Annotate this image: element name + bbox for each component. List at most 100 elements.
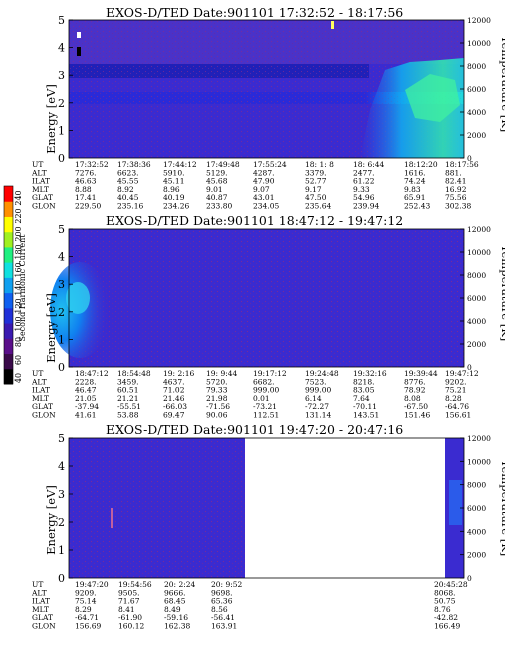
colorbar-tick-label: 80 <box>14 337 23 347</box>
panel-2-cell: 78.92 <box>404 386 426 395</box>
panel-1-cell: 6623. <box>117 168 138 177</box>
panel-1-cell: 9.33 <box>353 185 370 194</box>
panel-3-y2tick-label: 2000 <box>467 551 486 560</box>
panel-1-row-label: UT <box>32 160 43 169</box>
panel-1-cell: 82.41 <box>445 177 466 186</box>
panel-2-cell: 0.01 <box>253 394 270 403</box>
panel-1-cell: 9.01 <box>206 185 223 194</box>
panel-2-cell: 4637. <box>163 377 184 386</box>
panel-2-y2label: Temperature [K] <box>499 245 505 342</box>
panel-2-ytick-label: 3 <box>58 278 65 291</box>
panel-2-cell: 21.98 <box>206 394 228 403</box>
panel-2-cell: 999.00 <box>253 386 279 395</box>
panel-3-cell: 160.12 <box>118 622 144 631</box>
panel-1-cell: 45.68 <box>206 177 228 186</box>
panel-1-cell: 881. <box>445 168 462 177</box>
panel-2-ytick-label: 4 <box>58 251 65 264</box>
panel-3-row-label: ILAT <box>32 597 50 606</box>
panel-1-cell: 40.19 <box>163 193 185 202</box>
panel-3-y2tick-label: 0 <box>467 574 472 583</box>
panel-2-cell: 19:39:44 <box>404 369 438 378</box>
panel-3-cell: 8068. <box>434 588 455 597</box>
panel-3-row-label: GLAT <box>32 613 53 622</box>
panel-3-data-gap <box>245 438 445 578</box>
colorbar-tick-label: 60 <box>14 355 23 365</box>
panel-3-cell: 68.45 <box>164 597 186 606</box>
panel-2-cell: -66.03 <box>163 402 187 411</box>
panel-2-cell: -71.56 <box>206 402 230 411</box>
panel-1-ytick-label: 1 <box>58 124 65 137</box>
panel-1-cell: 18: 6:44 <box>353 160 385 169</box>
panel-2-cell: 3459. <box>117 377 138 386</box>
colorbar-label: Second Harmonic Current <box>18 234 27 342</box>
panel-1-cell: 5910. <box>163 168 184 177</box>
panel-1-cell: 1616. <box>404 168 425 177</box>
panel-2-ytick-label: 5 <box>58 223 65 236</box>
colorbar-frame <box>3 185 14 385</box>
colorbar-tick-label: 240 <box>14 190 23 205</box>
panel-3-cell: 8.49 <box>164 605 181 614</box>
panel-3-y2label: Temperature [K] <box>499 460 505 557</box>
panel-1-cell: 252.43 <box>404 202 430 211</box>
panel-2-cell: 21.05 <box>75 394 97 403</box>
panel-2-cell: 6682. <box>253 377 274 386</box>
panel-1-flag-white <box>77 32 81 38</box>
panel-1-cell: 61.22 <box>353 177 375 186</box>
panel-3-ytick-label: 0 <box>58 572 65 585</box>
panel-2-cell: 19: 9:44 <box>206 369 238 378</box>
panel-1-y2tick-label: 4000 <box>467 108 486 117</box>
panel-2-ytick-label: 1 <box>58 333 65 346</box>
panel-1-cell: 43.01 <box>253 193 274 202</box>
panel-2-row-label: GLON <box>32 411 56 420</box>
panel-2-ytick-label: 2 <box>58 306 65 319</box>
panel-2-cell: -64.76 <box>445 402 469 411</box>
panel-1-cell: 18:17:56 <box>445 160 479 169</box>
panel-2: EXOS-D/TED Date:901101 18:47:12 - 19:47:… <box>31 213 505 420</box>
panel-3-cell: -61.90 <box>118 613 142 622</box>
panel-2-cell: 18:47:12 <box>75 369 109 378</box>
panel-2-row-label: MLT <box>32 394 49 403</box>
panel-2-cell: 90.06 <box>206 411 228 420</box>
panel-1-cell: 54.96 <box>353 193 375 202</box>
panel-3-row-label: ALT <box>31 588 47 597</box>
panel-1-y2tick-label: 12000 <box>467 16 491 25</box>
panel-2-cell: 156.61 <box>445 411 471 420</box>
panel-1-y2tick-label: 8000 <box>467 62 486 71</box>
panel-2-cell: 79.33 <box>206 386 228 395</box>
panel-1-y2tick-label: 2000 <box>467 131 486 140</box>
panel-2-cell: 9202. <box>445 377 466 386</box>
panel-1-cell: 9.83 <box>404 185 421 194</box>
panel-3-row-label: UT <box>32 580 43 589</box>
panel-1-row-label: ILAT <box>32 177 50 186</box>
panel-3-cell: 166.49 <box>434 622 460 631</box>
panel-1-cell: 74.24 <box>404 177 426 186</box>
panel-3-y2tick-label: 10000 <box>467 457 491 466</box>
panel-2-y2tick-label: 6000 <box>467 294 486 303</box>
panel-2-cell: 60.51 <box>117 386 138 395</box>
panel-2-cell: 53.88 <box>117 411 139 420</box>
panel-1-cell: 75.56 <box>445 193 467 202</box>
panel-3-title: EXOS-D/TED Date:901101 19:47:20 - 20:47:… <box>106 422 403 437</box>
panel-1-cell: 235.16 <box>117 202 143 211</box>
colorbar-segment <box>4 292 13 309</box>
panel-1-cell: 17:38:36 <box>117 160 151 169</box>
colorbar-segment <box>4 277 13 294</box>
panel-3-cell: 8.41 <box>118 605 135 614</box>
panel-2-cell: 46.47 <box>75 386 97 395</box>
panel-1-cell: 5129. <box>206 168 227 177</box>
panel-3-cell: 75.14 <box>75 597 97 606</box>
panel-3-cell: -59.16 <box>164 613 188 622</box>
panel-2-cell: 112.51 <box>253 411 279 420</box>
colorbar-segment <box>4 186 13 202</box>
panel-3-cell: 50.75 <box>434 597 456 606</box>
colorbar-segment <box>4 307 13 324</box>
panel-1-cell: 45.55 <box>117 177 139 186</box>
panel-1-cell: 65.91 <box>404 193 425 202</box>
panel-2-cell: 131.14 <box>305 411 331 420</box>
colorbar-segment <box>4 368 13 385</box>
panel-3-cell: 20:45:28 <box>434 580 468 589</box>
panel-2-cell: -67.50 <box>404 402 428 411</box>
panel-2-cell: 19:24:48 <box>305 369 339 378</box>
panel-1-cell: 47.90 <box>253 177 275 186</box>
colorbar-segment <box>4 338 13 355</box>
